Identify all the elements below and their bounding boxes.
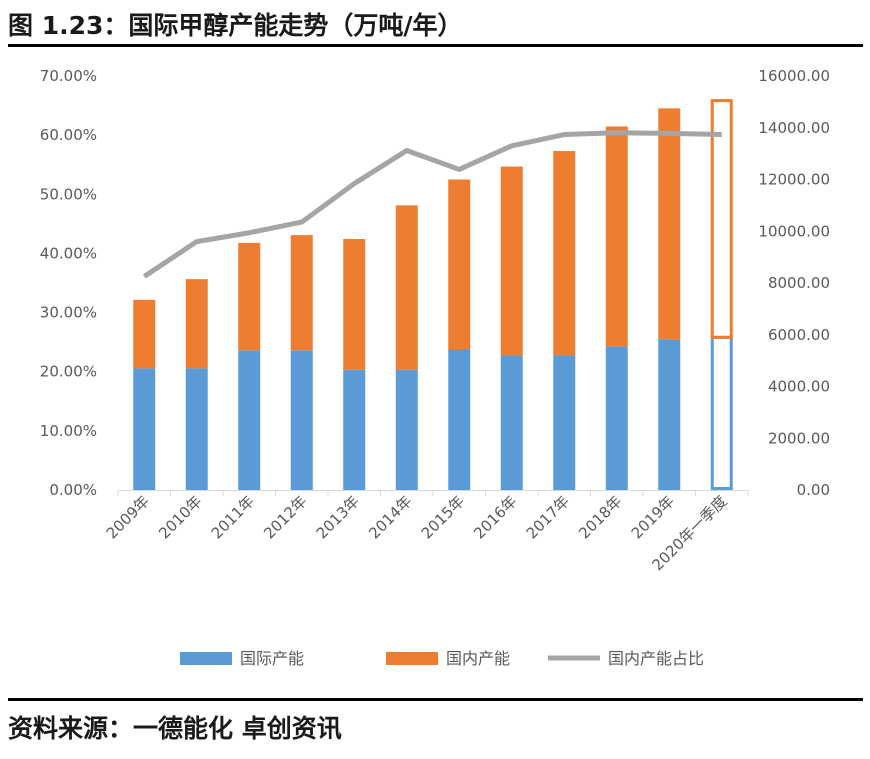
bar-domestic xyxy=(605,126,628,347)
bar-domestic xyxy=(290,235,313,351)
left-tick-label: 30.00% xyxy=(40,304,97,322)
bar-intl xyxy=(395,369,418,490)
left-axis-ticks: 0.00% 10.00% 20.00% 30.00% 40.00% 50.00% 60.00… xyxy=(40,67,97,499)
left-tick-label: 20.00% xyxy=(40,363,97,381)
category-label: 2019年 xyxy=(628,492,678,542)
category-label: 2012年 xyxy=(260,492,310,542)
bar-intl xyxy=(500,355,523,490)
bar-domestic xyxy=(553,151,576,356)
bar-domestic xyxy=(238,242,261,351)
category-label: 2018年 xyxy=(575,492,625,542)
right-tick-label: 12000.00 xyxy=(758,171,830,189)
figure-title: 图 1.23：国际甲醇产能走势（万吨/年） xyxy=(8,11,463,40)
bar-intl xyxy=(133,368,156,490)
bar-intl xyxy=(605,346,628,490)
right-axis-ticks: 0.00 2000.00 4000.00 6000.00 8000.00 10000.00… xyxy=(758,67,830,499)
right-tick-label: 8000.00 xyxy=(768,274,830,292)
category-labels: 2009年 2010年 2011年 2012年 2013年 2014年 2015年 2016年… xyxy=(103,492,731,574)
bar-intl xyxy=(238,350,261,490)
bar-domestic xyxy=(395,205,418,370)
bar-domestic xyxy=(710,99,733,339)
chart: 0.00% 10.00% 20.00% 30.00% 40.00% 50.00% 60.00… xyxy=(40,67,830,668)
category-label: 2016年 xyxy=(470,492,520,542)
left-tick-label: 0.00% xyxy=(49,481,97,499)
bar-intl xyxy=(553,355,576,490)
right-tick-label: 4000.00 xyxy=(768,378,830,396)
bar-intl xyxy=(448,348,471,490)
right-tick-label: 6000.00 xyxy=(768,326,830,344)
category-label: 2009年 xyxy=(103,492,153,542)
left-tick-label: 70.00% xyxy=(40,67,97,85)
right-tick-label: 0.00 xyxy=(797,481,830,499)
bar-domestic xyxy=(185,279,208,369)
legend: 国际产能 国内产能 国内产能占比 xyxy=(180,649,704,668)
legend-swatch-domestic xyxy=(386,652,438,665)
bar-domestic xyxy=(343,239,366,370)
category-label: 2011年 xyxy=(208,492,258,542)
left-tick-label: 60.00% xyxy=(40,126,97,144)
category-label: 2017年 xyxy=(523,492,573,542)
right-tick-label: 10000.00 xyxy=(758,222,830,240)
right-tick-label: 14000.00 xyxy=(758,119,830,137)
left-tick-label: 10.00% xyxy=(40,422,97,440)
bottom-rule xyxy=(8,698,863,701)
legend-label-domestic: 国内产能 xyxy=(446,649,510,668)
bar-domestic xyxy=(658,108,681,340)
right-tick-label: 2000.00 xyxy=(768,429,830,447)
left-tick-label: 50.00% xyxy=(40,185,97,203)
category-label: 2010年 xyxy=(155,492,205,542)
legend-label-intl: 国际产能 xyxy=(240,649,304,668)
bar-domestic xyxy=(500,166,523,356)
bar-domestic xyxy=(448,179,471,349)
source-note: 资料来源：一德能化 卓创资讯 xyxy=(8,714,342,743)
right-tick-label: 16000.00 xyxy=(758,67,830,85)
category-label: 2013年 xyxy=(313,492,363,542)
legend-label-share: 国内产能占比 xyxy=(608,649,704,668)
bar-intl xyxy=(710,335,733,490)
category-label: 2015年 xyxy=(418,492,468,542)
bar-intl xyxy=(343,369,366,490)
legend-swatch-intl xyxy=(180,652,232,665)
bar-intl xyxy=(290,350,313,490)
bars xyxy=(117,99,749,496)
bar-intl xyxy=(185,368,208,490)
bar-intl xyxy=(658,339,681,490)
left-tick-label: 40.00% xyxy=(40,244,97,262)
top-rule xyxy=(8,44,863,47)
category-label: 2014年 xyxy=(365,492,415,542)
share-line xyxy=(142,130,722,279)
bar-domestic xyxy=(133,299,156,369)
